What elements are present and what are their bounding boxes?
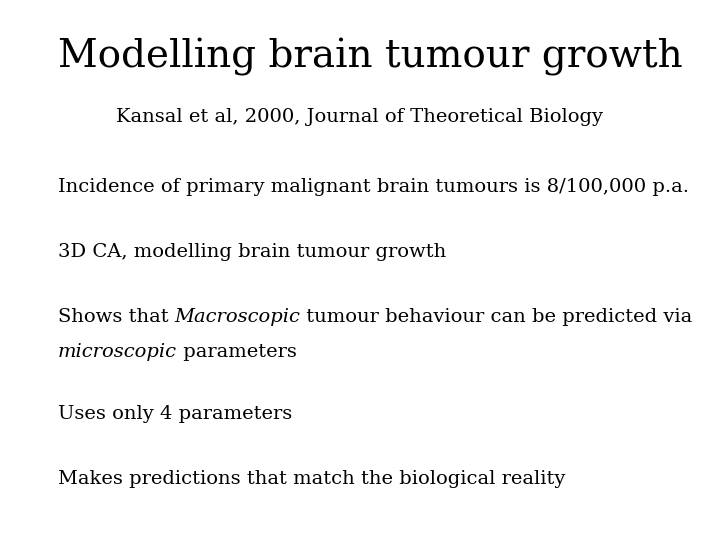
Text: Uses only 4 parameters: Uses only 4 parameters [58,405,292,423]
Text: Makes predictions that match the biological reality: Makes predictions that match the biologi… [58,470,565,488]
Text: 3D CA, modelling brain tumour growth: 3D CA, modelling brain tumour growth [58,243,446,261]
Text: Macroscopic: Macroscopic [174,308,300,326]
Text: parameters: parameters [176,343,297,361]
Text: Kansal et al, 2000, Journal of Theoretical Biology: Kansal et al, 2000, Journal of Theoretic… [117,108,603,126]
Text: Incidence of primary malignant brain tumours is 8/100,000 p.a.: Incidence of primary malignant brain tum… [58,178,688,196]
Text: Modelling brain tumour growth: Modelling brain tumour growth [58,38,683,76]
Text: microscopic: microscopic [58,343,176,361]
Text: tumour behaviour can be predicted via: tumour behaviour can be predicted via [300,308,693,326]
Text: Shows that: Shows that [58,308,174,326]
